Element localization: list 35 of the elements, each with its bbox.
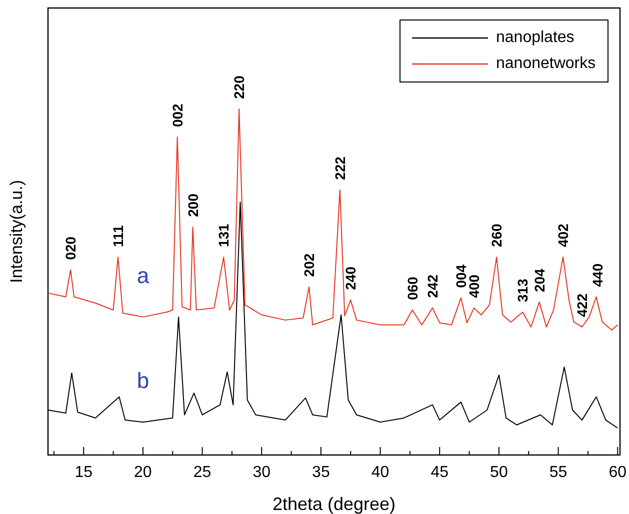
annotation: 004: [452, 264, 469, 288]
annotation: 260: [488, 224, 505, 248]
annotation: 204: [531, 268, 548, 292]
annotation: 200: [184, 193, 201, 217]
annotation: 202: [301, 253, 318, 277]
x-tick-label: 50: [490, 464, 508, 481]
annotation: 220: [231, 75, 248, 99]
annotation: 440: [589, 263, 606, 287]
annotation: 400: [466, 274, 482, 298]
annotation: 131: [216, 224, 232, 248]
x-tick-label: 45: [430, 464, 449, 481]
annotation: 402: [555, 224, 572, 248]
x-tick-label: 35: [312, 464, 330, 481]
annotation: 240: [342, 266, 359, 290]
x-tick-label: 20: [134, 464, 152, 481]
legend-label: nanonetworks: [496, 55, 596, 72]
x-tick-label: 25: [193, 464, 212, 481]
x-tick-label: 15: [74, 464, 93, 481]
annotation: 002: [169, 103, 186, 128]
x-tick-label: 40: [371, 464, 390, 481]
x-tick-label: 60: [608, 464, 627, 481]
x-tick-label: 30: [252, 464, 271, 481]
annotation: 060: [404, 276, 420, 300]
annotation: 313: [514, 278, 531, 302]
annotation: 020: [62, 236, 79, 260]
x-axis-title: 2theta (degree): [272, 494, 396, 514]
y-axis-title: Intensity(a.u.): [7, 180, 26, 283]
annotation: a: [136, 262, 150, 288]
annotation: 242: [424, 274, 440, 298]
annotation: 422: [574, 293, 590, 317]
annotation: 222: [332, 156, 348, 180]
x-tick-label: 55: [549, 464, 568, 481]
legend-label: nanoplates: [496, 29, 574, 46]
annotation: b: [136, 368, 150, 393]
annotation: 111: [110, 225, 126, 248]
